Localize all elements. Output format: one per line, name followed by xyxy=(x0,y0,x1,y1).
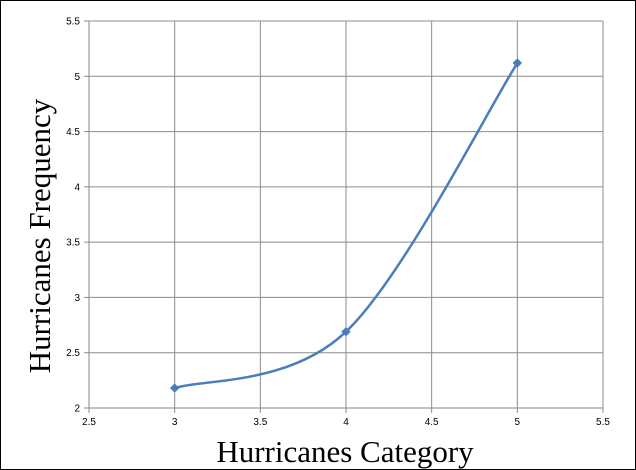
y-tick-label: 3.5 xyxy=(66,238,80,249)
x-tick-label: 4.5 xyxy=(425,417,439,428)
x-tick-label: 5.5 xyxy=(596,417,610,428)
y-axis-title: Hurricanes Frequency xyxy=(22,98,57,373)
y-tick-label: 5.5 xyxy=(66,17,80,28)
y-tick-label: 2 xyxy=(74,404,80,415)
x-tick-labels: 2.5 3 3.5 4 4.5 5 5.5 xyxy=(82,417,610,428)
series-line xyxy=(173,61,519,390)
x-tick-label: 5 xyxy=(515,417,521,428)
y-tick-label: 5 xyxy=(74,72,80,83)
grid-lines xyxy=(88,20,604,409)
x-tick-label: 2.5 xyxy=(82,417,96,428)
y-tick-label: 4 xyxy=(74,182,80,193)
data-point-marker xyxy=(169,383,180,393)
y-tick-labels: 2 2.5 3 3.5 4 4.5 5 5.5 xyxy=(66,17,80,415)
data-point-marker xyxy=(341,326,351,337)
y-tick-label: 3 xyxy=(74,293,80,304)
x-tick-label: 3.5 xyxy=(253,417,267,428)
x-axis-title: Hurricanes Category xyxy=(216,434,474,469)
data-point-marker xyxy=(512,58,523,68)
y-tick-label: 2.5 xyxy=(66,348,80,359)
x-tick-label: 4 xyxy=(343,417,349,428)
x-tick-label: 3 xyxy=(172,417,178,428)
plot-axes xyxy=(84,20,604,413)
y-tick-label: 4.5 xyxy=(66,127,80,138)
series-layer xyxy=(169,58,523,393)
